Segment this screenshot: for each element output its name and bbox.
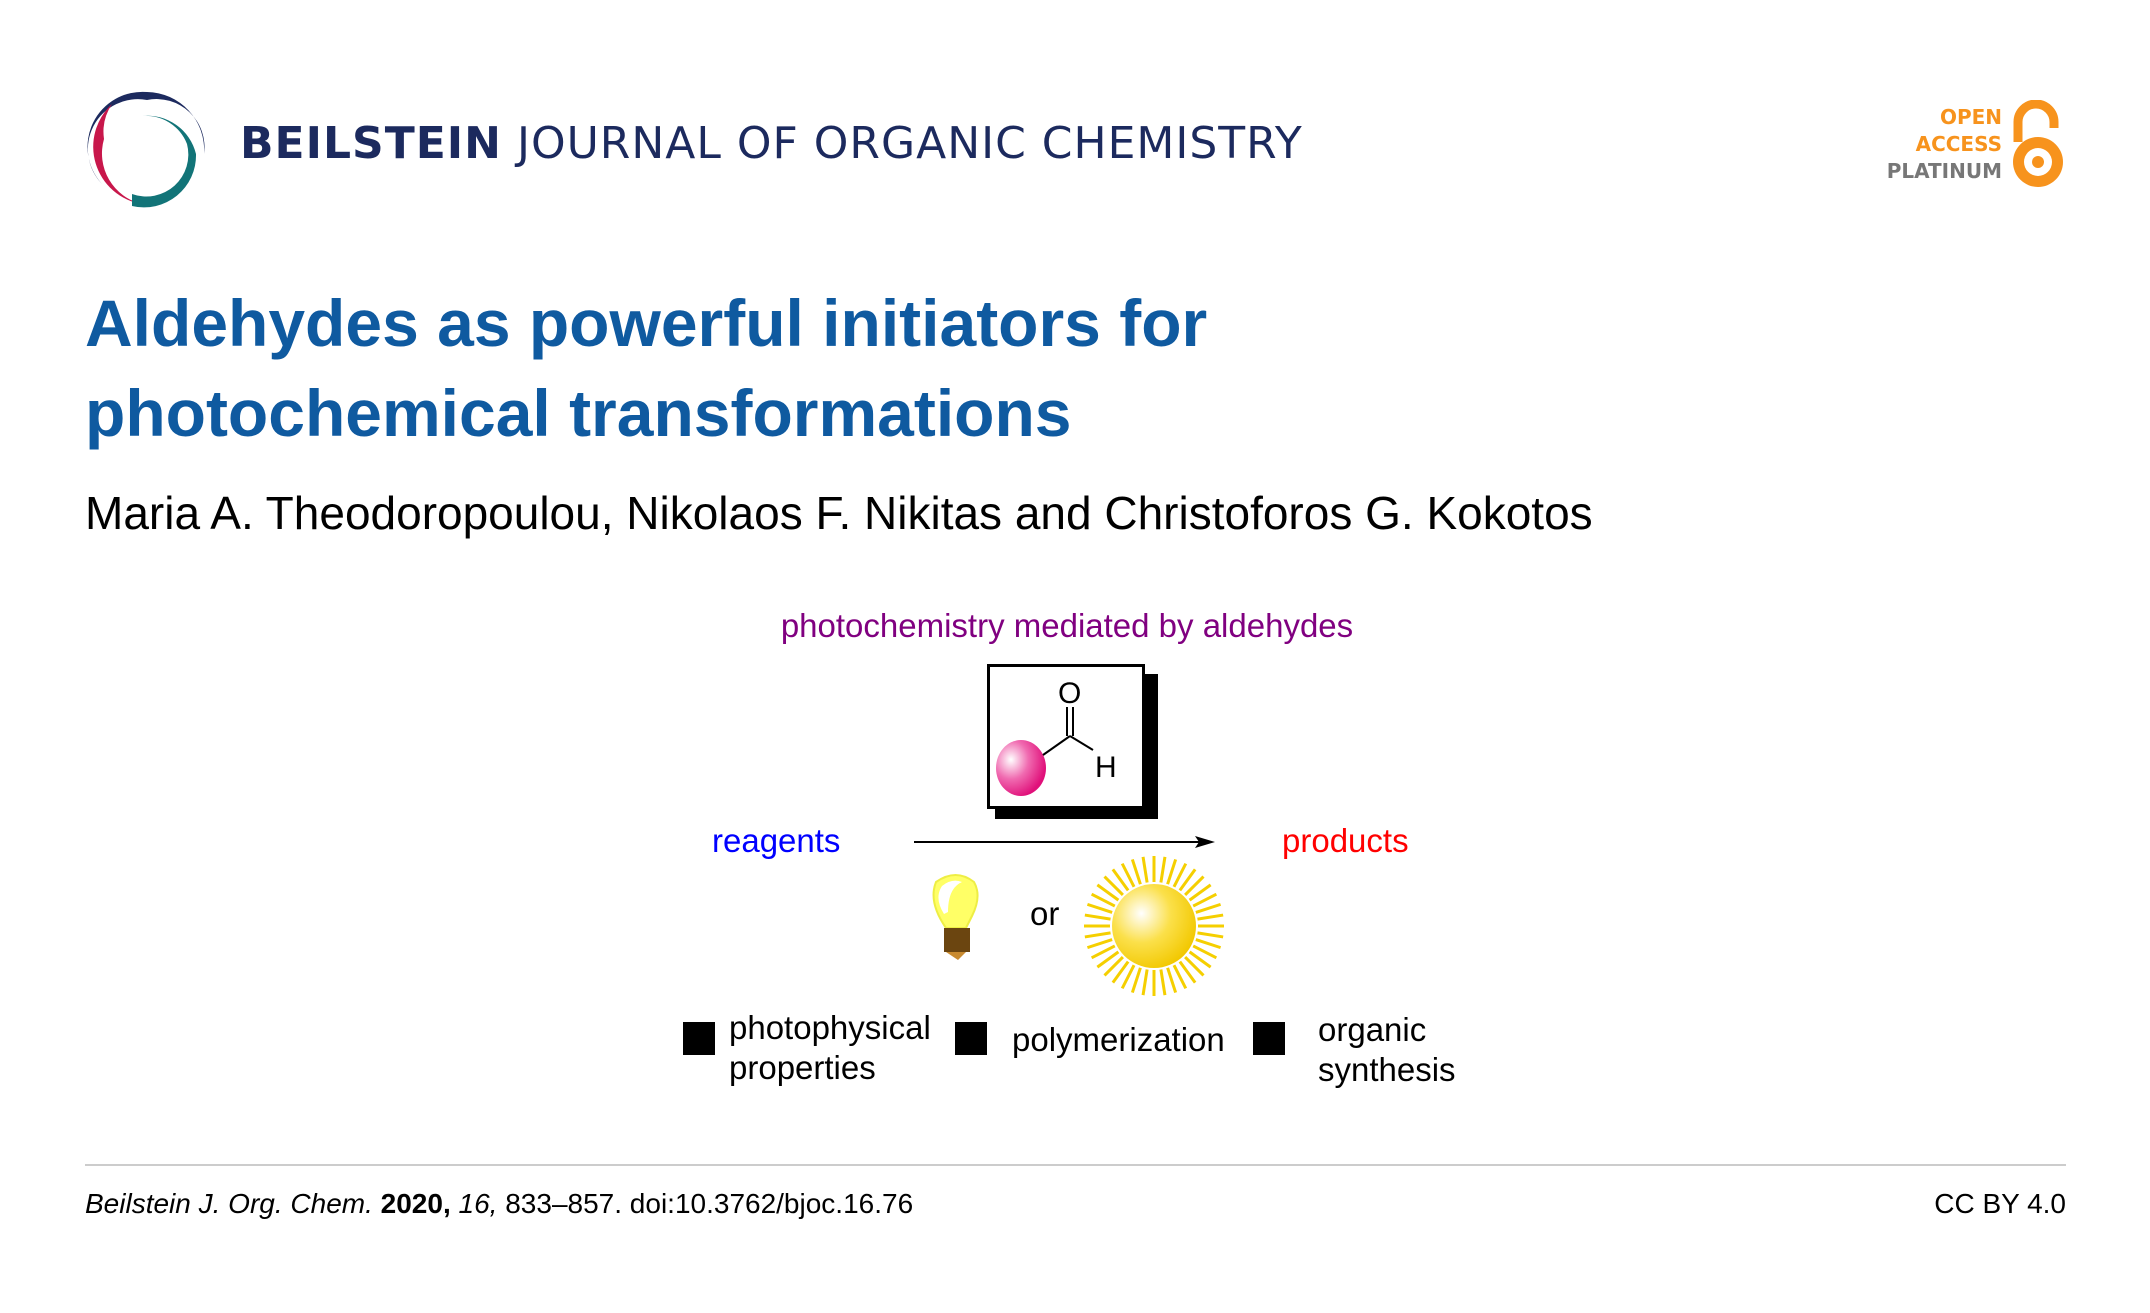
badge-line-platinum: PLATINUM <box>1886 159 2002 183</box>
atom-oxygen: O <box>1058 677 1082 710</box>
bullet-line: synthesis <box>1318 1051 1456 1088</box>
logo-swirl-icon <box>87 91 205 208</box>
aldehyde-structure-icon <box>996 707 1094 796</box>
footer-divider <box>85 1164 2066 1166</box>
bullet-square-icon <box>683 1022 715 1055</box>
reagents-label: reagents <box>712 822 841 859</box>
badge-line-access: ACCESS <box>1915 132 2002 156</box>
bullet-line: organic <box>1318 1011 1427 1048</box>
journal-name: BEILSTEIN JOURNAL OF ORGANIC CHEMISTRY <box>240 118 1303 169</box>
products-label: products <box>1282 822 1409 859</box>
bullet-line: properties <box>729 1049 876 1086</box>
aldehyde-box: O H <box>987 664 1145 809</box>
bullet-square-icon <box>955 1022 987 1055</box>
reaction-arrow-icon <box>914 836 1215 848</box>
title-line-2: photochemical transformations <box>85 376 1072 450</box>
light-bulb-icon <box>932 874 979 960</box>
journal-name-bold: BEILSTEIN <box>240 118 502 169</box>
badge-line-open: OPEN <box>1939 105 2002 129</box>
graphic-heading: photochemistry mediated by aldehydes <box>780 607 1354 644</box>
bullet-square-icon <box>1253 1022 1285 1055</box>
or-label: or <box>1030 895 1060 932</box>
title-line-1: Aldehydes as powerful initiators for <box>85 286 1208 360</box>
sun-icon <box>1082 854 1226 998</box>
article-title: Aldehydes as powerful initiators for pho… <box>85 278 1485 458</box>
bullet-organic-synthesis: organic synthesis <box>1318 1010 1456 1090</box>
journal-name-rest: JOURNAL OF ORGANIC CHEMISTRY <box>516 118 1303 169</box>
citation-doi: 833–857. doi:10.3762/bjoc.16.76 <box>505 1188 914 1219</box>
citation-volume: 16, <box>458 1188 498 1219</box>
citation-year: 2020, <box>380 1188 451 1219</box>
open-lock-icon <box>2013 100 2063 187</box>
authors: Maria A. Theodoropoulou, Nikolaos F. Nik… <box>85 487 1593 539</box>
citation-journal: Beilstein J. Org. Chem. <box>85 1188 373 1219</box>
journal-logo <box>82 84 212 214</box>
bullet-polymerization: polymerization <box>1012 1021 1225 1058</box>
citation: Beilstein J. Org. Chem. 2020, 16, 833–85… <box>85 1188 913 1220</box>
open-access-badge: OPEN ACCESS PLATINUM <box>1880 104 2002 185</box>
atom-hydrogen: H <box>1095 751 1117 784</box>
bullet-photophysical: photophysical properties <box>729 1008 931 1088</box>
license: CC BY 4.0 <box>1934 1188 2066 1219</box>
bullet-line: photophysical <box>729 1009 931 1046</box>
